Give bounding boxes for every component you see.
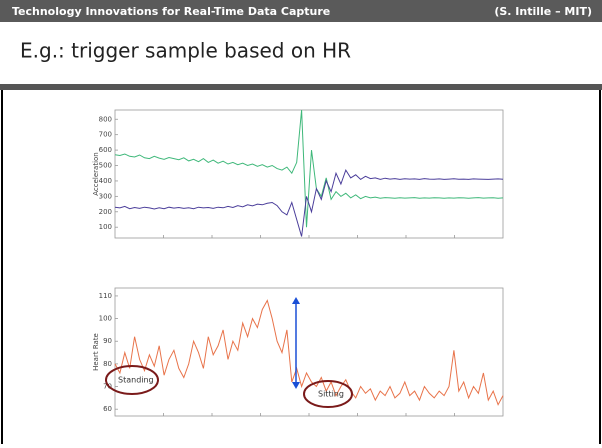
y-tick-label: 800	[99, 115, 112, 123]
y-tick-label: 70	[103, 383, 112, 391]
data-line	[114, 168, 504, 237]
header-author: (S. Intille – MIT)	[494, 5, 592, 18]
y-tick-label: 100	[99, 223, 112, 231]
arrow-head-top	[292, 297, 300, 304]
y-tick-label: 200	[99, 208, 112, 216]
data-line	[114, 109, 504, 228]
plot-area	[114, 287, 504, 417]
header-title: Technology Innovations for Real-Time Dat…	[12, 5, 330, 18]
y-tick-label: 500	[99, 162, 112, 170]
y-tick-label: 400	[99, 177, 112, 185]
y-axis-label: Acceleration	[92, 152, 100, 196]
y-tick-label: 300	[99, 192, 112, 200]
y-tick-label: 80	[103, 360, 112, 368]
plot-area	[114, 109, 504, 239]
title-rule	[0, 84, 602, 90]
y-tick-label: 600	[99, 146, 112, 154]
slide-title: E.g.: trigger sample based on HR	[20, 39, 351, 63]
y-tick-label: 100	[99, 315, 112, 323]
y-tick-label: 110	[99, 292, 112, 300]
header-bar	[0, 0, 602, 22]
y-axis-label: Heart Rate	[92, 333, 100, 371]
annotation-label: Sitting	[318, 390, 344, 399]
data-line	[114, 299, 504, 406]
annotation-label: Standing	[118, 376, 154, 385]
y-tick-label: 60	[103, 405, 112, 413]
annotation-ellipse	[303, 380, 353, 408]
y-tick-label: 700	[99, 131, 112, 139]
y-tick-label: 90	[103, 337, 112, 345]
arrow-head-bottom	[292, 382, 300, 389]
annotation-ellipse	[105, 365, 159, 395]
